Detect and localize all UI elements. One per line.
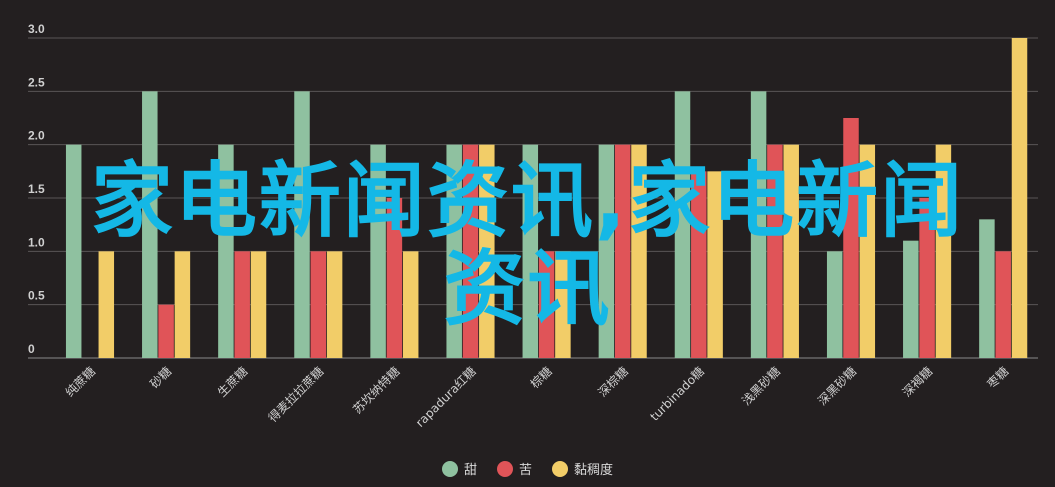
x-tick-label: 纯蔗糖: [62, 364, 98, 400]
x-tick-label: 枣糖: [984, 364, 1012, 392]
legend-label: 苦: [518, 462, 532, 477]
bar-黏稠度-深褐糖: [935, 144, 952, 358]
y-tick-label: 0.5: [28, 289, 45, 303]
bar-甜-棕糖: [522, 144, 539, 358]
x-tick-label: 深褐糖: [899, 364, 935, 400]
bar-甜-得麦拉拉蔗糖: [294, 91, 310, 358]
bar-黏稠度-turbinado糖: [707, 171, 723, 358]
y-tick-label: 3.0: [28, 22, 45, 36]
x-tick-label: turbinado糖: [647, 364, 707, 424]
x-tick-label: 得麦拉拉蔗糖: [265, 364, 327, 426]
x-tick-label: 深黑砂糖: [815, 364, 860, 409]
x-tick-label: 砂糖: [147, 364, 175, 392]
bar-黏稠度-浅黑砂糖: [783, 144, 799, 358]
y-tick-label: 0: [28, 342, 35, 356]
legend-item[interactable]: 黏稠度: [552, 459, 613, 478]
bar-苦-枣糖: [995, 251, 1011, 358]
x-tick-label: 浅黑砂糖: [738, 364, 783, 409]
bar-苦-深棕糖: [614, 144, 631, 358]
bar-黏稠度-rapadura红糖: [479, 144, 495, 358]
bar-甜-苏坎纳特糖: [370, 144, 386, 358]
y-tick-label: 1.5: [28, 182, 45, 196]
bar-黏稠度-得麦拉拉蔗糖: [326, 251, 343, 358]
bar-甜-深棕糖: [598, 144, 615, 358]
bar-黏稠度-生蔗糖: [250, 251, 267, 358]
bar-黏稠度-棕糖: [555, 251, 571, 358]
legend-swatch: [496, 460, 513, 477]
bar-苦-棕糖: [538, 251, 555, 358]
bar-苦-得麦拉拉蔗糖: [310, 251, 327, 358]
bar-黏稠度-深黑砂糖: [859, 144, 876, 358]
x-tick-label: rapadura红糖: [412, 364, 478, 430]
y-tick-label: 1.0: [28, 235, 45, 249]
bar-甜-纯蔗糖: [65, 144, 82, 358]
y-axis-tick-labels: 0 0.5 1.0 1.5 2.0 2.5 3.0: [28, 22, 45, 356]
legend-item[interactable]: 甜: [441, 459, 477, 478]
legend-swatch: [552, 460, 568, 477]
legend-swatch: [441, 460, 458, 477]
bar-甜-深黑砂糖: [826, 251, 843, 358]
x-tick-label: 棕糖: [527, 364, 555, 392]
x-tick-label: 深棕糖: [595, 364, 631, 400]
bar-苦-rapadura红糖: [462, 144, 479, 358]
bar-甜-砂糖: [142, 91, 158, 358]
bar-苦-turbinado糖: [691, 171, 707, 358]
chart-legend: 甜 苦 黏稠度: [0, 459, 1055, 478]
bar-苦-砂糖: [158, 304, 174, 358]
bars: [65, 38, 1028, 358]
y-tick-label: 2.0: [28, 129, 45, 143]
y-tick-label: 2.5: [28, 75, 45, 89]
bar-甜-深褐糖: [903, 240, 919, 358]
legend-label: 甜: [463, 462, 477, 477]
bar-甜-生蔗糖: [218, 144, 234, 358]
legend-item[interactable]: 苦: [496, 459, 532, 478]
bar-苦-深褐糖: [919, 198, 935, 358]
bar-黏稠度-深棕糖: [631, 144, 647, 358]
legend-label: 黏稠度: [574, 462, 614, 477]
x-axis-tick-labels: 纯蔗糖 砂糖 生蔗糖 得麦拉拉蔗糖 苏坎纳特糖 rapadura红糖 棕糖 深棕糖 turbin…: [62, 364, 1011, 430]
bar-苦-浅黑砂糖: [767, 144, 783, 358]
bar-黏稠度-枣糖: [1011, 38, 1028, 358]
bar-甜-rapadura红糖: [446, 144, 462, 358]
bar-黏稠度-苏坎纳特糖: [402, 251, 419, 358]
x-tick-label: 生蔗糖: [214, 364, 250, 400]
x-tick-label: 苏坎纳特糖: [349, 364, 402, 417]
bar-苦-生蔗糖: [234, 251, 250, 358]
bar-黏稠度-纯蔗糖: [98, 251, 115, 358]
bar-黏稠度-砂糖: [174, 251, 191, 358]
bar-苦-苏坎纳特糖: [386, 198, 403, 358]
bar-甜-枣糖: [979, 219, 995, 358]
bar-苦-深黑砂糖: [843, 118, 859, 358]
bar-甜-turbinado糖: [674, 91, 691, 358]
bar-甜-浅黑砂糖: [750, 91, 767, 358]
